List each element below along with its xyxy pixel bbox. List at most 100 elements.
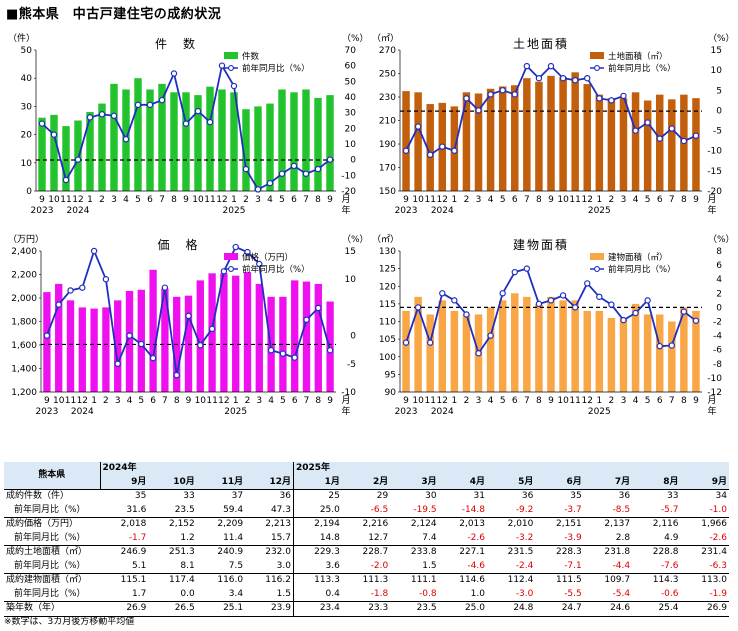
table-cell: 8.1	[180, 560, 195, 571]
building-bar	[535, 303, 543, 392]
table-cell: 47.3	[270, 504, 291, 515]
count-yoy-point	[158, 96, 166, 104]
table-cell: 2.8	[615, 532, 631, 543]
building-bar	[402, 310, 410, 392]
count-bar	[170, 92, 178, 191]
price-xtick: 5	[138, 396, 144, 406]
building-y2tick: 8	[716, 247, 722, 257]
price-xtick: 1	[91, 396, 97, 406]
table-row-label: 成約土地面積（㎡）	[4, 545, 100, 560]
building-ytick: 125	[379, 265, 396, 275]
count-yoy-point	[74, 156, 82, 163]
table-cell: 3.6	[292, 559, 342, 574]
table-cell: 24.8	[487, 601, 536, 617]
land-yoy-point	[451, 147, 458, 154]
price-bar	[90, 308, 98, 392]
land-bar	[426, 104, 434, 191]
table-cell: -19.5	[413, 504, 437, 515]
building-yoy-point	[451, 297, 458, 304]
price-yoy-point	[185, 312, 192, 320]
count-xtick: 1	[231, 195, 237, 205]
count-bar	[98, 103, 106, 191]
building-ytick: 95	[385, 370, 396, 380]
price-xtick: 8	[174, 396, 180, 406]
building-yoy-point	[523, 265, 531, 272]
table-cell: 231.8	[583, 545, 633, 560]
table-cell: 233.8	[390, 545, 439, 560]
building-xtick: 5	[645, 396, 651, 406]
building-yoy-point	[475, 350, 482, 357]
building-bar	[571, 300, 579, 392]
table-row-label: 成約建物面積（㎡）	[4, 573, 100, 588]
table-cell: 117.4	[148, 573, 197, 588]
table-month-header: 7月	[583, 475, 633, 490]
building-bar	[607, 317, 616, 392]
price-y2tick: 0	[350, 332, 356, 342]
building-xtick: 12	[582, 396, 593, 406]
land-yoy-point	[547, 62, 555, 70]
building-xtick: 10	[557, 396, 569, 406]
count-bar	[158, 83, 166, 191]
table-cell: 113.0	[680, 573, 729, 588]
building-y2tick: -10	[707, 374, 722, 384]
count-xtick: 3	[255, 195, 261, 205]
table-cell: 36	[245, 489, 294, 504]
land-y2tick: 0	[716, 106, 722, 116]
count-bar	[254, 106, 262, 191]
building-yoy-point	[571, 304, 579, 311]
count-year-label: 2023	[31, 206, 54, 216]
building-xtick: 5	[500, 396, 506, 406]
table-row: 成約価格（万円） 2,018 2,152 2,209 2,213 2,194 2,216 2,…	[4, 517, 729, 532]
land-yoy-point	[656, 135, 663, 142]
price-xtick: 1	[233, 396, 239, 406]
building-xtick: 7	[524, 396, 530, 406]
table-cell: -1.9	[709, 588, 727, 599]
building-ytick: 130	[379, 247, 396, 257]
price-year-label: 2023	[35, 407, 58, 417]
building-ytick: 110	[379, 318, 396, 328]
price-yoy-point	[315, 304, 322, 312]
land-xtick: 6	[512, 195, 518, 205]
building-xtick: 3	[476, 396, 482, 406]
count-xtick: 12	[72, 195, 83, 205]
price-bar	[208, 273, 216, 392]
land-yoy-point	[596, 95, 603, 102]
count-yoy-point	[62, 176, 70, 184]
table-month-header: 8月	[632, 475, 681, 490]
land-xtick: 5	[500, 195, 506, 205]
building-legend-bar-label: 建物面積（㎡）	[608, 252, 668, 263]
count-xtick: 9	[183, 195, 189, 205]
building-yoy-point	[668, 342, 675, 349]
building-bar	[643, 314, 652, 392]
table-row-label: 前年同月比（%）	[14, 560, 86, 571]
building-yoy-point	[402, 339, 410, 346]
price-year-label: 2024	[71, 407, 94, 417]
land-yoy-point	[475, 107, 482, 114]
price-yoy-point	[55, 301, 62, 308]
table-month-header: 3月	[390, 475, 439, 490]
count-bar	[218, 89, 226, 191]
building-y2tick: -12	[707, 388, 722, 398]
building-yoy-point	[427, 339, 434, 346]
table-cell: -6.3	[709, 560, 727, 571]
count-yoy-point	[194, 107, 202, 115]
building-yoy-point	[596, 293, 603, 301]
building-xtick: 9	[403, 396, 409, 406]
price-y2tick: 10	[345, 275, 357, 285]
price-xtick: 8	[315, 396, 321, 406]
count-yoy-point	[278, 170, 286, 177]
price-legend-line-marker	[228, 266, 234, 272]
land-xtick: 3	[476, 195, 482, 205]
building-xtick: 7	[669, 396, 675, 406]
building-bar	[426, 314, 434, 392]
building-yoy-point	[584, 280, 591, 287]
count-bar	[266, 103, 274, 191]
table-cell: 25	[292, 489, 342, 504]
building-bar	[547, 296, 555, 392]
table-cell: 112.4	[487, 573, 536, 588]
count-bar	[38, 117, 46, 191]
building-ytick: 120	[379, 282, 396, 292]
table-cell: 228.3	[535, 545, 584, 560]
count-y2tick: 10	[345, 140, 357, 150]
land-yoy-point	[499, 87, 506, 94]
